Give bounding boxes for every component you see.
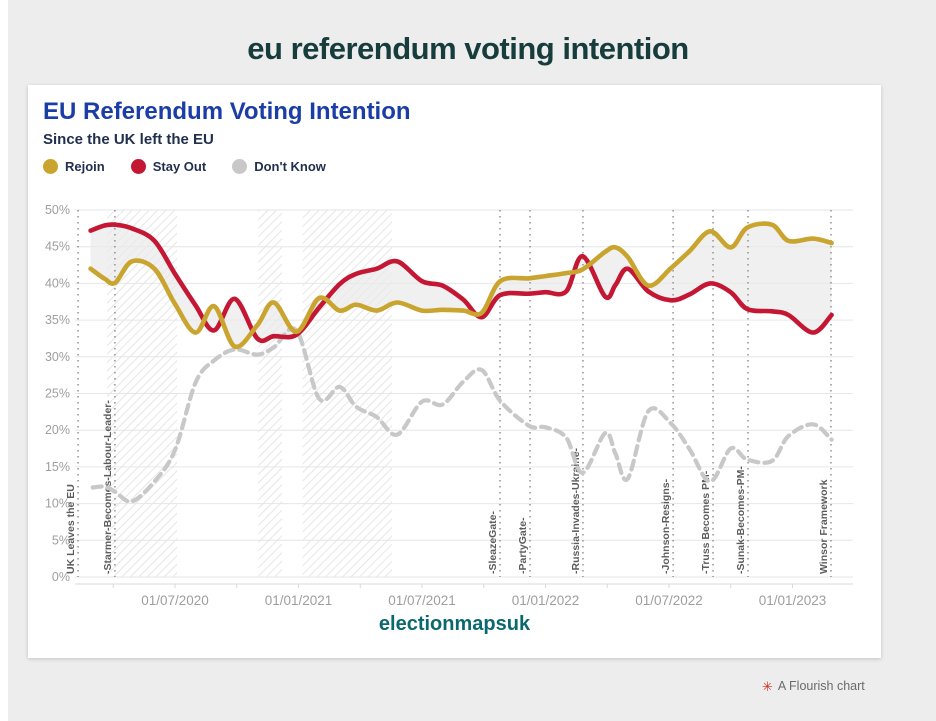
x-axis-tick-label: 01/01/2023	[759, 593, 827, 608]
y-axis-tick-label: 20%	[45, 423, 70, 437]
x-axis-tick-label: 01/01/2022	[512, 593, 580, 608]
y-axis-tick-label: 15%	[45, 460, 70, 474]
y-axis-tick-label: 50%	[45, 203, 70, 217]
y-axis-tick-label: 5%	[52, 533, 70, 547]
legend-dot-icon	[43, 159, 58, 174]
event-label: UK Leaves the EU	[65, 484, 77, 574]
page-title: eu referendum voting intention	[247, 30, 689, 66]
y-axis-tick-label: 0%	[52, 570, 70, 584]
legend-item-stay-out[interactable]: Stay Out	[130, 159, 207, 174]
y-axis-tick-label: 40%	[45, 276, 70, 290]
chart-subtitle: Since the UK left the EU	[43, 131, 214, 148]
event-label: -PartyGate-	[517, 517, 529, 574]
left-margin-strip	[0, 0, 8, 721]
y-axis-tick-label: 30%	[45, 350, 70, 364]
flourish-attribution-text: A Flourish chart	[777, 679, 865, 693]
flourish-flower-icon: ✳	[762, 678, 773, 694]
legend-item-don-t-know[interactable]: Don't Know	[232, 159, 326, 174]
series-line-don-t-know	[90, 326, 834, 504]
event-label: -Truss Becomes PM-	[700, 470, 712, 574]
event-label: -Johnson-Resigns-	[660, 478, 672, 574]
chart-title: EU Referendum Voting Intention	[43, 98, 411, 125]
legend-dot-icon	[232, 159, 248, 174]
chart-legend: Rejoin Stay Out Don't Know	[43, 159, 326, 174]
series-gap-fill-area	[90, 223, 832, 347]
x-axis-tick-label: 01/07/2020	[141, 593, 209, 608]
event-label: -SleazeGate-	[487, 510, 499, 574]
y-axis-tick-label: 10%	[45, 497, 70, 511]
event-label: -Sunak-Becomes-PM-	[735, 466, 747, 574]
y-axis-tick-label: 25%	[45, 387, 70, 401]
footer-credit-link[interactable]: electionmapsuk	[378, 613, 531, 635]
x-axis-tick-label: 01/07/2021	[388, 593, 456, 608]
legend-dot-icon	[130, 159, 146, 174]
series-line-stay-out	[88, 222, 834, 344]
legend-label: Stay Out	[152, 159, 207, 174]
y-axis-tick-label: 45%	[45, 240, 70, 254]
legend-label: Don't Know	[254, 159, 326, 174]
series-line-rejoin	[88, 221, 834, 350]
y-axis-tick-label: 35%	[45, 313, 70, 327]
chart-card: EU Referendum Voting Intention Since the…	[28, 85, 881, 658]
event-label: -Russia-Invades-Ukraine-	[570, 447, 582, 574]
legend-item-rejoin[interactable]: Rejoin	[43, 159, 105, 174]
x-axis-tick-label: 01/01/2021	[265, 593, 333, 608]
x-axis-tick-label: 01/07/2022	[635, 593, 703, 608]
legend-label: Rejoin	[65, 159, 105, 174]
line-chart: 0% 5% 10% 15% 20% 25% 30% 35% 40% 45% 50% 01/07/202…	[45, 203, 853, 608]
flourish-attribution-link[interactable]: ✳ A Flourish chart	[762, 679, 865, 693]
event-label: Winsor Framework	[818, 479, 830, 574]
